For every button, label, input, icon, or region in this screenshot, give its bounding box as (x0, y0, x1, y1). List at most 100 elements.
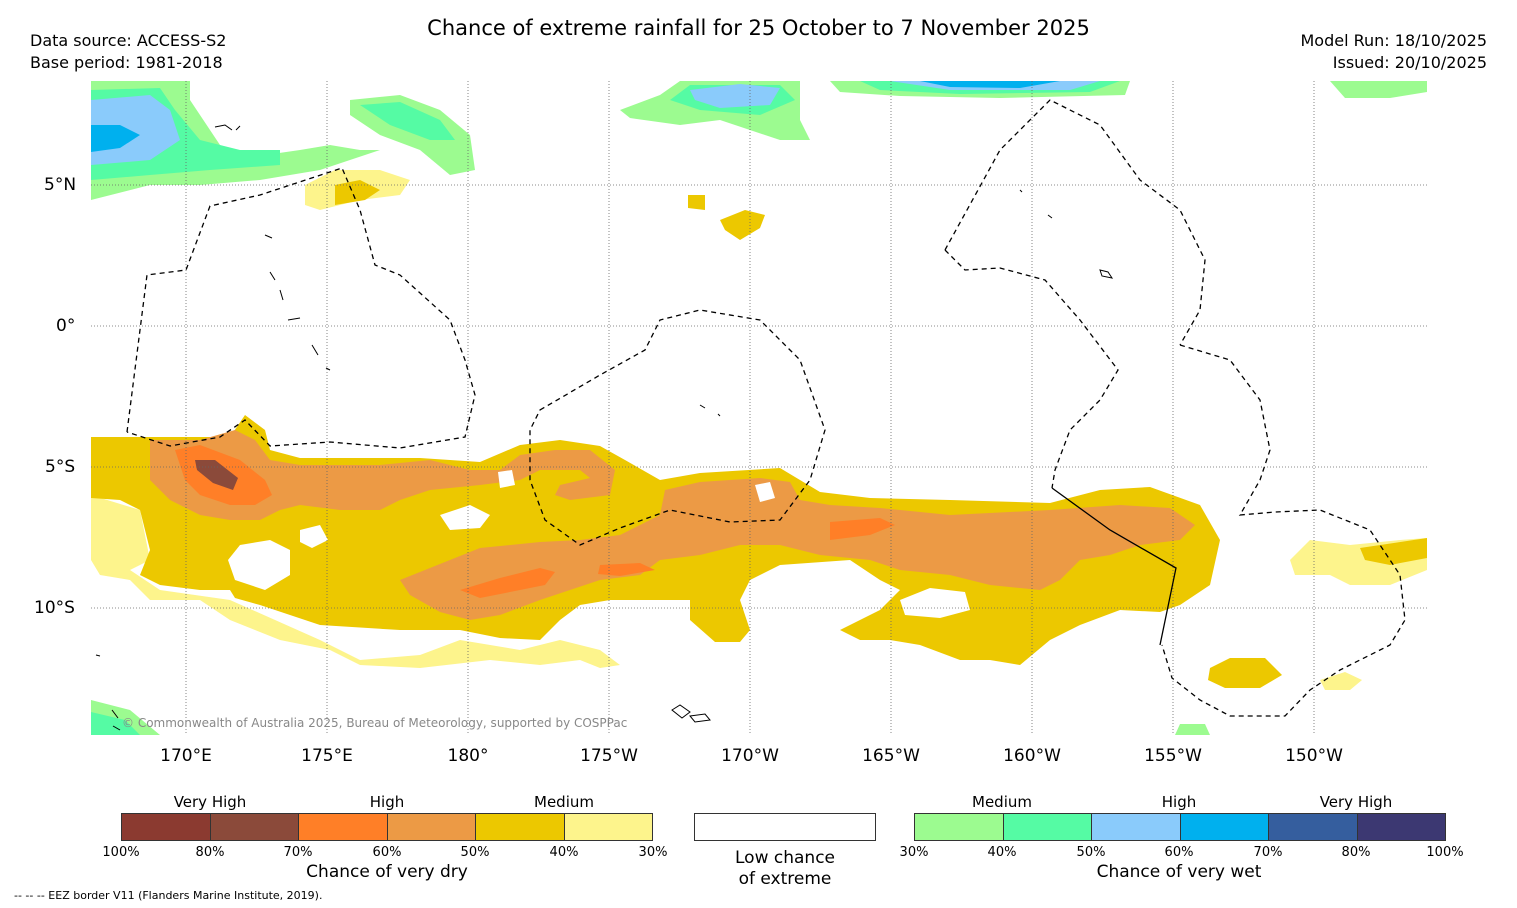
low-chance-hole-2 (440, 505, 490, 530)
dry-region-orange-4 (598, 563, 655, 576)
island-gilbert-chain (264, 234, 284, 301)
wet-swatch-4 (1179, 813, 1269, 841)
wet-region-ne (1330, 81, 1427, 98)
dry-tick-30: 30% (638, 845, 668, 860)
lat-label-5s: 5°S (45, 457, 76, 477)
island-phoenix (699, 404, 721, 417)
lat-label-0: 0° (56, 316, 76, 336)
dry-region-north-2b (688, 195, 705, 210)
lon-label-170e: 170°E (160, 746, 212, 766)
low-chance-line2: of extreme (738, 869, 832, 889)
dry-tick-40: 40% (549, 845, 579, 860)
lon-label-170w: 170°W (721, 746, 779, 766)
map-title: Chance of extreme rainfall for 25 Octobe… (427, 16, 1090, 40)
dry-tick-50: 50% (460, 845, 490, 860)
island-marshall (214, 124, 241, 131)
low-chance-hole-5 (755, 482, 775, 502)
eez-border-kiribati-gilbert (126, 167, 476, 449)
model-run: Model Run: 18/10/2025 (1300, 31, 1488, 50)
dry-swatch-2 (209, 813, 299, 841)
rainfall-map (91, 81, 1427, 735)
wet-region-nw-deep (91, 125, 140, 152)
wet-tick-60: 60% (1164, 845, 1194, 860)
wet-swatch-6 (1356, 813, 1446, 841)
wet-swatch-3 (1091, 813, 1181, 841)
dry-level-very-high: Very High (173, 793, 247, 811)
dry-swatch-4 (386, 813, 476, 841)
wet-region-n3-deep (920, 81, 1060, 88)
wet-level-high: High (1161, 793, 1197, 811)
eez-border-line-middle (944, 249, 1119, 489)
wet-tick-70: 70% (1253, 845, 1283, 860)
data-source: Data source: ACCESS-S2 (30, 31, 227, 50)
dry-tick-100: 100% (102, 845, 140, 860)
low-chance-hole-3 (300, 525, 328, 548)
dry-tick-80: 80% (195, 845, 225, 860)
eez-solid-boundary (1051, 487, 1177, 646)
dry-region-east (1360, 538, 1427, 565)
eez-border-line-south (1161, 344, 1406, 717)
wet-tick-80: 80% (1341, 845, 1371, 860)
eez-border-line-north (944, 99, 1206, 346)
wet-legend-caption: Chance of very wet (1096, 862, 1262, 882)
low-chance-hole-6 (498, 470, 515, 488)
dry-level-high: High (369, 793, 405, 811)
island-samoa-1 (671, 704, 691, 719)
lon-label-165w: 165°W (862, 746, 920, 766)
dry-region-north-1-inner (335, 180, 380, 205)
island-line-north (1019, 189, 1053, 219)
wet-swatch-5 (1268, 813, 1358, 841)
dry-region-orange-2 (460, 568, 555, 598)
wet-tick-30: 30% (899, 845, 929, 860)
dry-swatch-6 (563, 813, 653, 841)
dry-region-south-east-light (1320, 672, 1362, 690)
wet-tick-100: 100% (1426, 845, 1464, 860)
island-christmas (1099, 269, 1114, 279)
dry-region-orange-3 (830, 518, 895, 540)
wet-tick-50: 50% (1076, 845, 1106, 860)
island-samoa-2 (689, 713, 711, 723)
wet-swatch-1 (914, 813, 1004, 841)
lat-label-5n: 5°N (44, 175, 77, 195)
data-source-info: Data source: ACCESS-S2 Base period: 1981… (30, 30, 226, 74)
wet-region-n1-inner (360, 102, 455, 140)
wet-region-sw-inner (91, 712, 140, 735)
wet-region-n2-blue (690, 84, 780, 108)
wet-level-very-high: Very High (1319, 793, 1393, 811)
eez-footnote: -- -- -- EEZ border V11 (Flanders Marine… (14, 889, 323, 902)
dry-region-south-east (1208, 658, 1282, 688)
lon-label-155w: 155°W (1144, 746, 1202, 766)
low-chance-swatch (694, 813, 876, 841)
lon-label-175e: 175°E (301, 746, 353, 766)
low-chance-hole-4 (900, 588, 970, 618)
dry-swatch-1 (121, 813, 211, 841)
model-run-info: Model Run: 18/10/2025 Issued: 20/10/2025 (1301, 30, 1488, 74)
lat-label-10s: 10°S (34, 598, 75, 618)
rainfall-fields (91, 81, 1427, 735)
lon-label-180: 180° (447, 746, 489, 766)
graticule (91, 81, 1427, 735)
low-chance-line1: Low chance (735, 848, 835, 868)
wet-swatch-2 (1002, 813, 1092, 841)
dry-swatch-3 (298, 813, 388, 841)
dry-region-brown (195, 460, 238, 490)
lon-label-160w: 160°W (1003, 746, 1061, 766)
island-tuvalu-chain (287, 317, 331, 371)
lon-label-150w: 150°W (1285, 746, 1343, 766)
wet-level-medium: Medium (972, 793, 1032, 811)
dry-region-north-2 (720, 210, 765, 240)
dry-tick-70: 70% (283, 845, 313, 860)
base-period: Base period: 1981-2018 (30, 53, 223, 72)
issued-date: Issued: 20/10/2025 (1332, 53, 1487, 72)
low-chance-caption: Low chance of extreme (735, 848, 835, 890)
dry-legend-caption: Chance of very dry (306, 862, 468, 882)
lon-label-175w: 175°W (580, 746, 638, 766)
dry-region-orange-light-2 (400, 478, 1195, 620)
wet-tick-40: 40% (987, 845, 1017, 860)
wet-region-s (1175, 724, 1210, 735)
dry-level-medium: Medium (534, 793, 594, 811)
dry-tick-60: 60% (372, 845, 402, 860)
islands (95, 124, 1114, 731)
copyright-credit: © Commonwealth of Australia 2025, Bureau… (122, 716, 628, 730)
eez-borders (126, 99, 1406, 717)
